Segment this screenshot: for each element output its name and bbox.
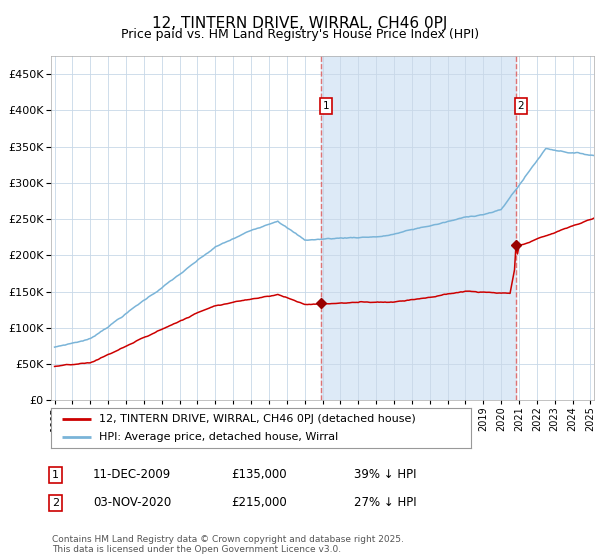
Text: HPI: Average price, detached house, Wirral: HPI: Average price, detached house, Wirr…: [100, 432, 338, 442]
Text: Price paid vs. HM Land Registry's House Price Index (HPI): Price paid vs. HM Land Registry's House …: [121, 28, 479, 41]
Text: 2: 2: [517, 101, 524, 111]
Bar: [321, 56, 516, 400]
Text: 03-NOV-2020: 03-NOV-2020: [93, 496, 171, 510]
Text: Contains HM Land Registry data © Crown copyright and database right 2025.
This d: Contains HM Land Registry data © Crown c…: [52, 535, 404, 554]
Text: 2: 2: [52, 498, 59, 508]
Text: 39% ↓ HPI: 39% ↓ HPI: [354, 468, 416, 482]
Text: 1: 1: [52, 470, 59, 480]
Text: 12, TINTERN DRIVE, WIRRAL, CH46 0PJ: 12, TINTERN DRIVE, WIRRAL, CH46 0PJ: [152, 16, 448, 31]
Text: £135,000: £135,000: [231, 468, 287, 482]
Text: 12, TINTERN DRIVE, WIRRAL, CH46 0PJ (detached house): 12, TINTERN DRIVE, WIRRAL, CH46 0PJ (det…: [100, 414, 416, 423]
Text: 27% ↓ HPI: 27% ↓ HPI: [354, 496, 416, 510]
Text: 1: 1: [322, 101, 329, 111]
Text: 11-DEC-2009: 11-DEC-2009: [93, 468, 171, 482]
Text: £215,000: £215,000: [231, 496, 287, 510]
